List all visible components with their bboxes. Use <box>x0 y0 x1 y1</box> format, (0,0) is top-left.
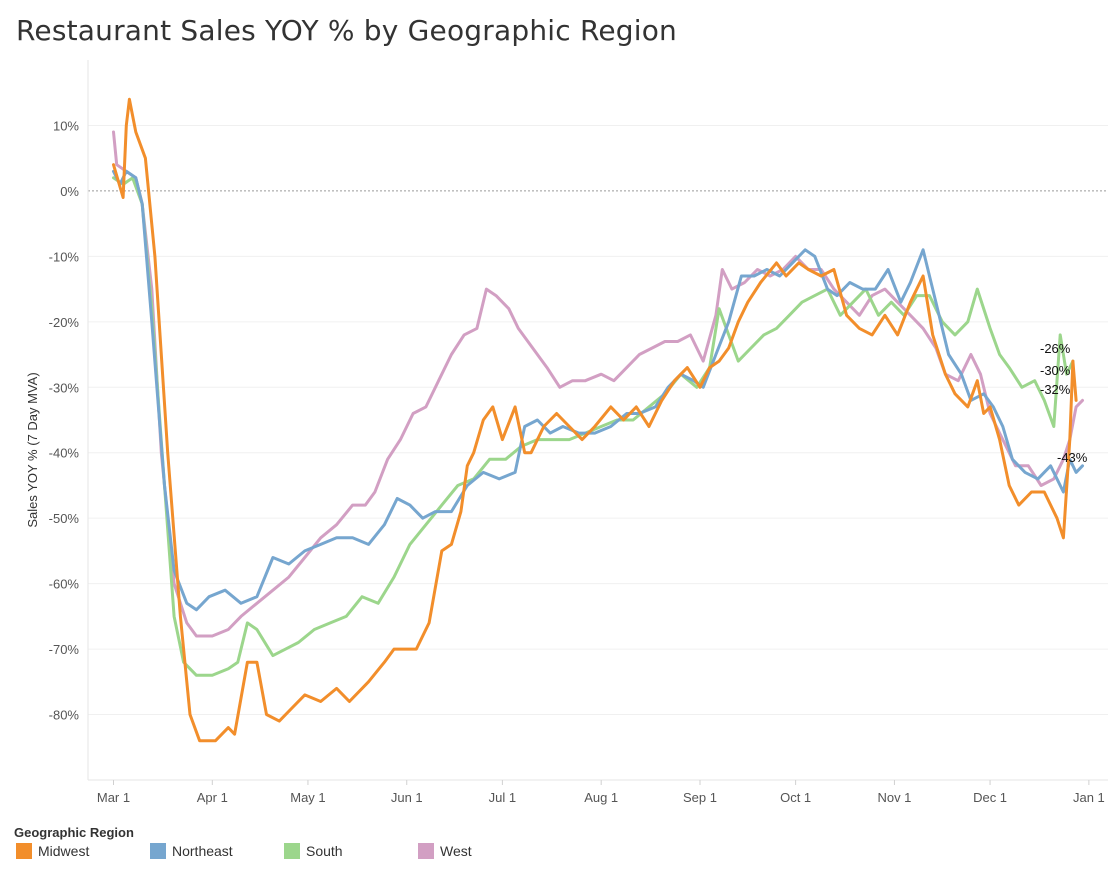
legend-items: Midwest Northeast South West <box>14 843 614 865</box>
series-line-midwest <box>112 97 1078 743</box>
legend-label-south: South <box>306 843 343 859</box>
chart-title: Restaurant Sales YOY % by Geographic Reg… <box>16 14 677 47</box>
y-tick-label: -40% <box>49 446 80 461</box>
y-tick-label: -30% <box>49 380 80 395</box>
y-tick-label: 10% <box>53 118 79 133</box>
series-lines <box>112 97 1084 743</box>
y-tick-label: -10% <box>49 249 80 264</box>
line-chart: 10% 0% -10% -20% -30% -40% -50% -60% -70% -80% Mar… <box>25 60 1108 805</box>
series-line-west <box>112 130 1084 638</box>
y-tick-label: -50% <box>49 511 80 526</box>
x-tick-label: Jul 1 <box>489 790 516 805</box>
y-tick-label: -60% <box>49 577 80 592</box>
series-line-northeast <box>112 169 1084 612</box>
x-tick-label: Sep 1 <box>683 790 717 805</box>
legend-item-midwest[interactable]: Midwest <box>14 843 89 859</box>
series-line-south <box>112 176 1075 677</box>
y-tick-label: -70% <box>49 642 80 657</box>
legend-swatch-midwest <box>16 843 32 859</box>
x-tick-label: Apr 1 <box>197 790 228 805</box>
end-label-midwest: -32% <box>1040 382 1071 397</box>
x-tick-label: May 1 <box>290 790 325 805</box>
x-tick-label: Mar 1 <box>97 790 130 805</box>
legend-title: Geographic Region <box>14 825 134 840</box>
y-tick-label: -80% <box>49 708 80 723</box>
x-tick-label: Aug 1 <box>584 790 618 805</box>
legend-label-midwest: Midwest <box>38 843 90 859</box>
x-tick-label: Dec 1 <box>973 790 1007 805</box>
legend-item-south[interactable]: South <box>282 843 343 859</box>
legend-swatch-west <box>418 843 434 859</box>
end-labels: -32% -43% -26% -30% <box>1040 341 1088 465</box>
y-tick-label: -20% <box>49 315 80 330</box>
legend-swatch-northeast <box>150 843 166 859</box>
legend-label-west: West <box>440 843 472 859</box>
legend-label-northeast: Northeast <box>172 843 233 859</box>
end-label-northeast: -43% <box>1057 450 1088 465</box>
x-tick-label: Oct 1 <box>780 790 811 805</box>
legend: Geographic Region Midwest Northeast Sout… <box>14 825 614 865</box>
axes: 10% 0% -10% -20% -30% -40% -50% -60% -70% -80% Mar… <box>25 60 1108 805</box>
legend-item-west[interactable]: West <box>416 843 472 859</box>
gridlines <box>88 124 1108 716</box>
legend-swatch-south <box>284 843 300 859</box>
x-tick-label: Jan 1 <box>1073 790 1105 805</box>
end-label-west: -30% <box>1040 363 1071 378</box>
x-tick-label: Jun 1 <box>391 790 423 805</box>
y-tick-label: 0% <box>60 184 79 199</box>
x-tick-label: Nov 1 <box>877 790 911 805</box>
y-axis-title: Sales YOY % (7 Day MVA) <box>25 372 40 527</box>
legend-item-northeast[interactable]: Northeast <box>148 843 233 859</box>
end-label-south: -26% <box>1040 341 1071 356</box>
